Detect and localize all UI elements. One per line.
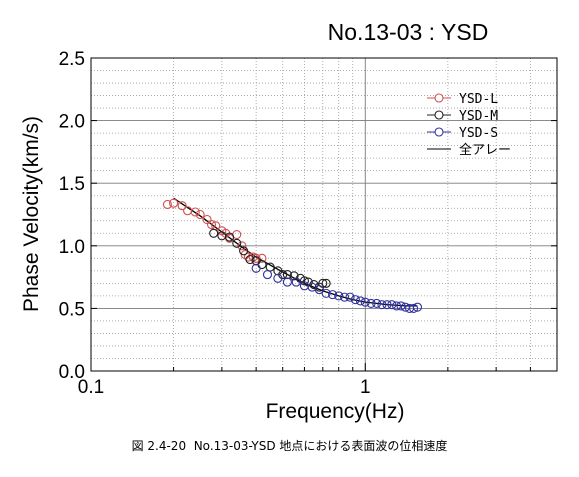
data-point-ysd-s xyxy=(360,297,370,307)
data-point-ysd-m xyxy=(309,280,319,290)
data-point-ysd-m xyxy=(289,271,299,281)
data-point-ysd-l xyxy=(169,198,179,208)
legend-swatch-marker xyxy=(434,110,444,120)
data-point-ysd-l xyxy=(206,219,217,230)
figure-caption: 図 2.4-20 No.13-03-YSD 地点における表面波の位相速度 xyxy=(131,439,448,453)
series-line-array xyxy=(173,197,418,307)
data-point-ysd-s xyxy=(291,277,301,287)
data-point-ysd-l xyxy=(257,253,267,263)
y-tick-label: 0.0 xyxy=(59,362,85,383)
y-tick-label: 0.5 xyxy=(59,299,85,320)
x-axis-label: Frequency(Hz) xyxy=(266,400,405,423)
data-series xyxy=(162,197,423,313)
data-point-ysd-s xyxy=(377,300,387,310)
data-point-ysd-l xyxy=(195,209,205,220)
data-point-ysd-m xyxy=(232,238,242,248)
data-point-ysd-s xyxy=(251,263,261,273)
data-point-ysd-s xyxy=(273,273,283,283)
legend-label: 全アレー xyxy=(459,142,511,158)
data-point-ysd-l xyxy=(190,207,200,217)
y-axis-label: Phase Velocity(km/s) xyxy=(20,116,43,312)
data-point-ysd-s xyxy=(282,277,292,287)
data-point-ysd-m xyxy=(209,228,219,238)
legend-label: YSD-M xyxy=(459,109,498,124)
data-point-ysd-l xyxy=(251,253,261,263)
data-point-ysd-s xyxy=(396,301,406,311)
data-point-ysd-m xyxy=(321,278,331,288)
data-point-ysd-l xyxy=(237,241,247,251)
y-tick-label: 1.0 xyxy=(59,237,85,258)
data-point-ysd-s xyxy=(412,302,423,312)
data-point-ysd-s xyxy=(391,301,402,311)
chart-title: No.13-03 : YSD xyxy=(328,19,489,45)
data-point-ysd-s xyxy=(321,288,331,298)
x-tick-label: 0.1 xyxy=(78,377,104,398)
data-point-ysd-m xyxy=(225,232,235,242)
data-point-ysd-s xyxy=(387,300,397,310)
legend-label: YSD-L xyxy=(459,92,498,107)
data-point-ysd-s xyxy=(339,292,350,302)
y-tick-label: 2.0 xyxy=(59,112,85,133)
y-tick-label: 2.5 xyxy=(59,49,85,70)
data-point-ysd-l xyxy=(177,201,187,211)
data-point-ysd-s xyxy=(345,292,355,302)
data-point-ysd-s xyxy=(409,303,419,313)
data-point-ysd-s xyxy=(372,298,382,308)
plot-frame xyxy=(90,57,558,372)
phase-velocity-chart: No.13-03 : YSD 0.0 0.5 1.0 1.5 2.0 2.5 0.1 1 YS… xyxy=(20,19,558,423)
x-tick-label: 1 xyxy=(360,377,371,398)
legend-swatch-marker xyxy=(434,127,444,137)
data-point-ysd-s xyxy=(355,296,365,306)
legend-swatch-marker xyxy=(434,93,444,103)
data-point-ysd-s xyxy=(366,298,376,308)
data-point-ysd-l xyxy=(162,199,173,210)
legend-label: YSD-S xyxy=(459,126,498,141)
data-point-ysd-s xyxy=(262,270,273,280)
axis-ticks: 0.0 0.5 1.0 1.5 2.0 2.5 0.1 1 xyxy=(59,49,558,398)
data-point-ysd-m xyxy=(239,246,249,256)
data-point-ysd-m xyxy=(245,255,255,265)
y-tick-label: 1.5 xyxy=(59,174,85,195)
data-point-ysd-s xyxy=(314,285,324,295)
data-point-ysd-s xyxy=(382,300,392,310)
data-point-ysd-s xyxy=(328,290,338,300)
data-point-ysd-s xyxy=(350,295,360,305)
data-point-ysd-s xyxy=(334,291,344,301)
grid xyxy=(91,58,558,371)
